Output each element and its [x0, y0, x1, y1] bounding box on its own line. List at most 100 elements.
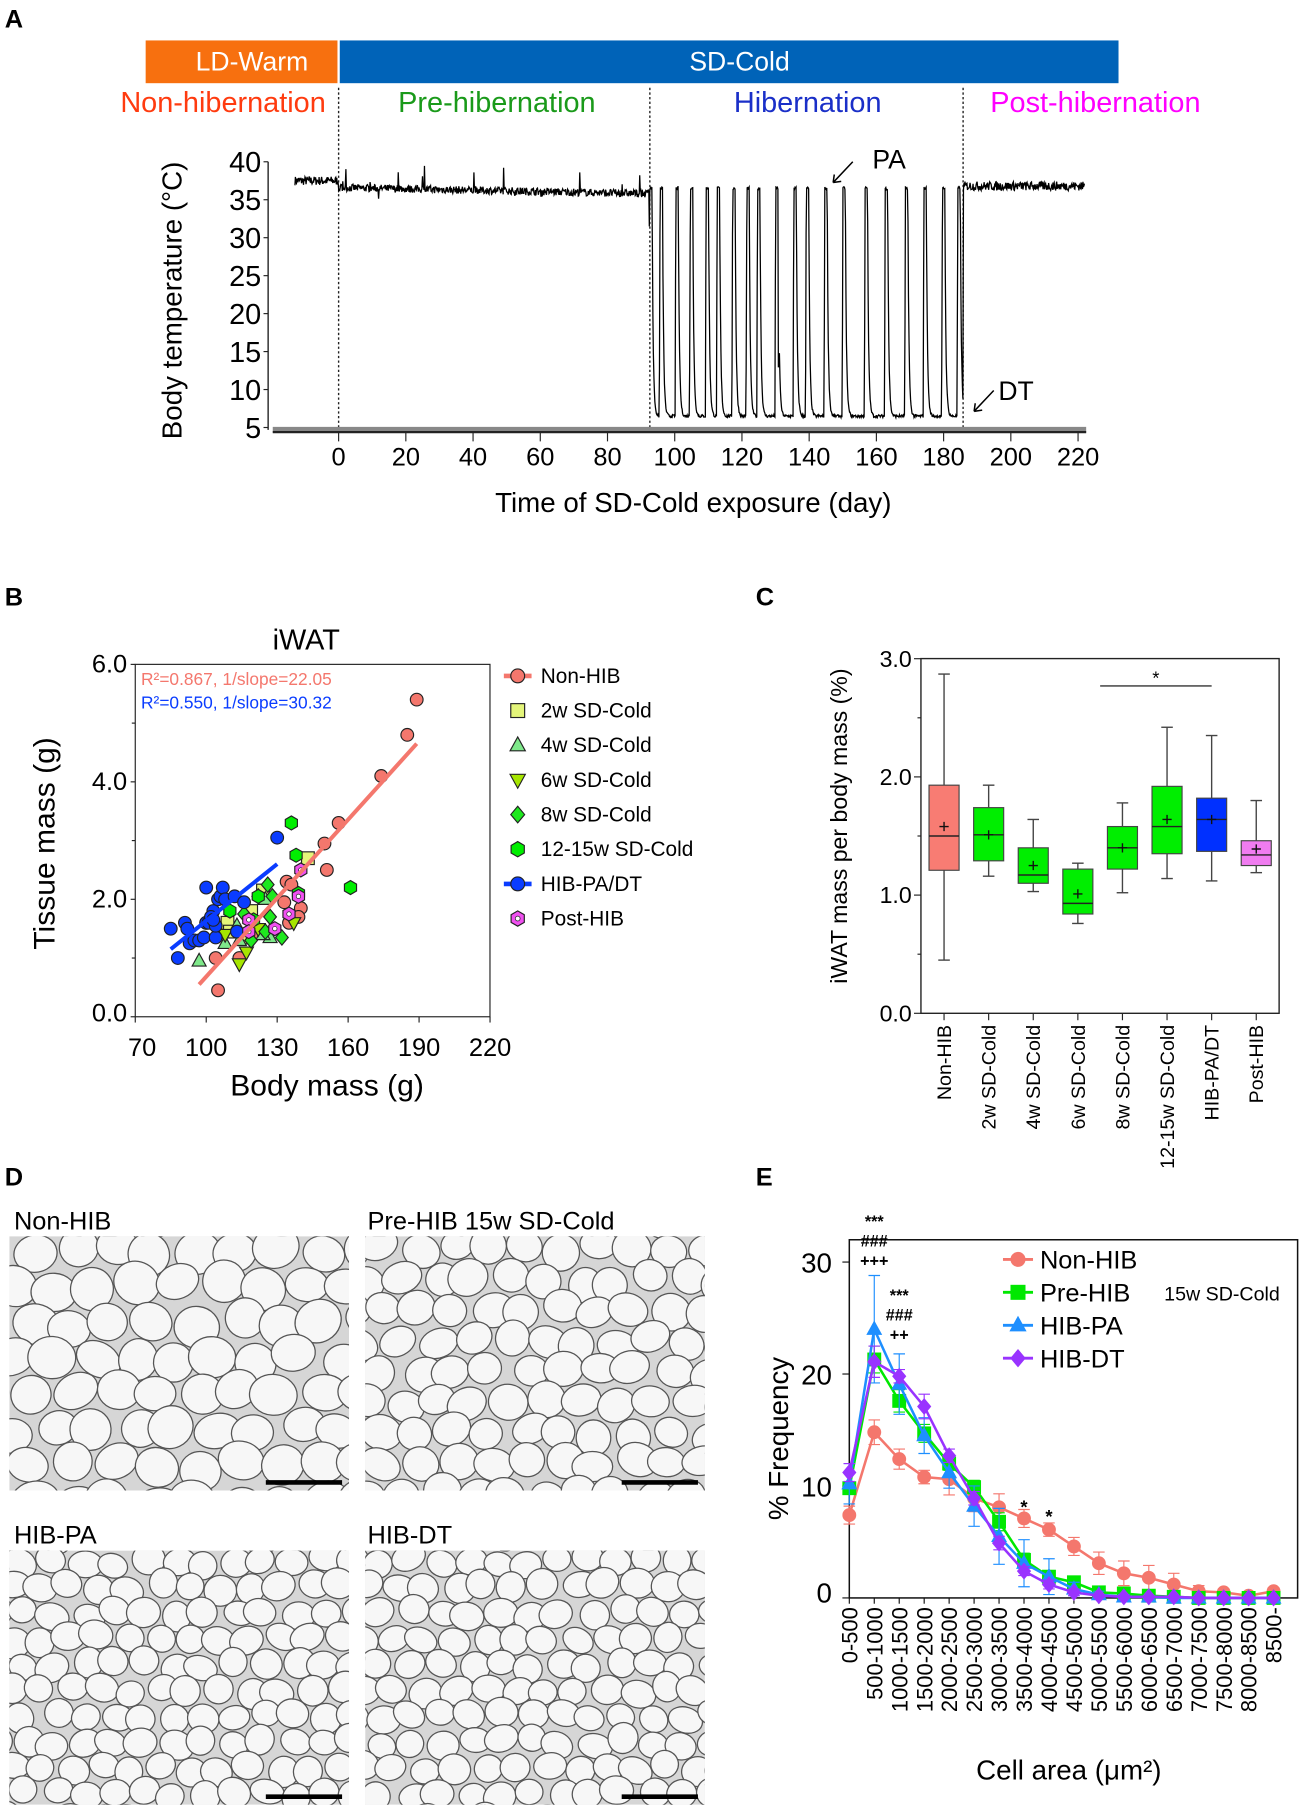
data-point-dot: [295, 893, 302, 899]
regression-line: [197, 742, 419, 986]
adipocyte: [573, 1705, 605, 1732]
significance-mark: ++: [890, 1326, 909, 1344]
legend-marker: [1010, 1348, 1026, 1368]
adipocyte: [335, 1442, 350, 1482]
adipocyte: [10, 1480, 60, 1491]
adipocyte: [691, 1516, 733, 1554]
adipocyte: [452, 1699, 486, 1730]
data-point: [866, 1320, 883, 1335]
adipocyte: [533, 1752, 568, 1780]
adipocyte: [525, 1567, 559, 1600]
data-point: [892, 1367, 907, 1385]
x-tick-label: Post-HIB: [1246, 1025, 1268, 1104]
chart-title: iWAT: [273, 624, 340, 656]
adipocyte: [677, 1569, 705, 1601]
adipocyte: [511, 1513, 552, 1549]
panel-a-body-temperature-chart: LD-Warm SD-Cold Non-hibernation Pre-hiberna…: [120, 40, 1201, 518]
adipocyte: [562, 1626, 594, 1655]
adipocyte: [337, 1780, 350, 1805]
adipocyte: [585, 1566, 620, 1599]
adipocyte: [396, 1289, 436, 1326]
adipocyte: [324, 1752, 350, 1782]
adipocyte: [155, 1515, 189, 1547]
adipocyte: [485, 1476, 525, 1491]
adipocyte: [402, 1446, 440, 1482]
adipocyte: [218, 1704, 251, 1731]
adipocyte: [455, 1321, 493, 1355]
adipocyte: [508, 1442, 546, 1478]
adipocyte: [636, 1596, 669, 1627]
adipocyte: [499, 1752, 531, 1783]
adipocyte: [607, 1721, 639, 1755]
data-point: [916, 1426, 933, 1442]
data-point: [277, 895, 292, 910]
adipocyte: [259, 1486, 301, 1491]
adipocyte: [541, 1236, 581, 1272]
adipocyte: [133, 1487, 183, 1491]
adipocyte: [228, 1804, 268, 1814]
plot-frame: [134, 663, 491, 1018]
adipocyte: [44, 1697, 74, 1728]
data-point: [1016, 1562, 1032, 1580]
adipocyte: [129, 1236, 175, 1239]
adipocyte: [449, 1601, 485, 1632]
histology-image: [9, 1186, 350, 1491]
adipocyte: [23, 1674, 54, 1703]
significance-mark: ###: [861, 1233, 888, 1251]
adipocyte: [123, 1521, 159, 1550]
adipocyte: [620, 1679, 657, 1709]
adipocyte: [242, 1597, 277, 1627]
legend-marker: [510, 703, 526, 719]
mean-marker: [1251, 844, 1261, 854]
adipocyte: [221, 1486, 265, 1491]
adipocyte: [69, 1408, 112, 1451]
adipocyte: [691, 1550, 705, 1575]
data-point: [1017, 1511, 1031, 1526]
data-point: [208, 930, 223, 945]
x-tick-label: 2w SD-Cold: [979, 1025, 1001, 1130]
adipocyte: [169, 1674, 201, 1708]
x-tick-label: 6w SD-Cold: [1068, 1025, 1090, 1130]
adipocyte: [35, 1550, 67, 1574]
y-axis-title: % Frequency: [763, 1357, 794, 1520]
x-tick-label: 120: [721, 444, 763, 472]
adipocyte: [122, 1727, 158, 1758]
mean-marker: [984, 830, 994, 840]
data-point-dot: [286, 911, 292, 917]
adipocyte: [50, 1568, 83, 1598]
box: [1196, 797, 1228, 852]
x-tick-label: 220: [1057, 444, 1099, 472]
adipocyte: [206, 1186, 257, 1232]
x-tick-label: 0-500: [837, 1607, 862, 1663]
adipocyte: [664, 1514, 702, 1548]
legend-label: 12-15w SD-Cold: [541, 838, 693, 861]
image-label: Pre-HIB 15w SD-Cold: [368, 1207, 615, 1235]
data-point: [941, 1463, 958, 1479]
x-tick-label: 4w SD-Cold: [1023, 1025, 1045, 1130]
legend-sublabel: 15w SD-Cold: [1164, 1283, 1280, 1305]
data-point: [1166, 1588, 1181, 1606]
ld-warm-bar: [145, 40, 338, 84]
panel-c-box-chart: 0.0 1.0 2.0 3.0 iWAT mass per body mass (%) N…: [826, 646, 1280, 1169]
adipocyte: [9, 1725, 13, 1758]
adipocyte: [270, 1333, 316, 1372]
adipocyte: [51, 1803, 87, 1805]
adipocyte: [289, 1622, 325, 1652]
legend-marker: [510, 840, 525, 858]
adipocyte: [711, 1804, 747, 1814]
y-tick-label: 0.0: [92, 999, 127, 1027]
phase-label: Pre-hibernation: [398, 87, 595, 119]
adipocyte: [483, 1723, 519, 1753]
adipocyte: [466, 1351, 503, 1385]
adipocyte: [345, 1299, 350, 1340]
adipocyte: [465, 1568, 496, 1600]
adipocyte: [684, 1622, 705, 1650]
data-point: [1191, 1589, 1206, 1607]
mean-marker: [1117, 843, 1128, 853]
legend-label: HIB-PA: [1040, 1313, 1123, 1341]
x-tick-label: 6500-7000: [1162, 1607, 1187, 1712]
adipocyte: [530, 1481, 567, 1491]
adipocyte: [113, 1260, 161, 1306]
significance-mark: *: [1045, 1506, 1053, 1527]
adipocyte: [13, 1236, 58, 1273]
